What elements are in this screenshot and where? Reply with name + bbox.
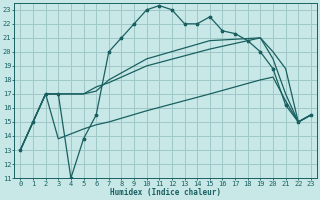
X-axis label: Humidex (Indice chaleur): Humidex (Indice chaleur) (110, 188, 221, 197)
